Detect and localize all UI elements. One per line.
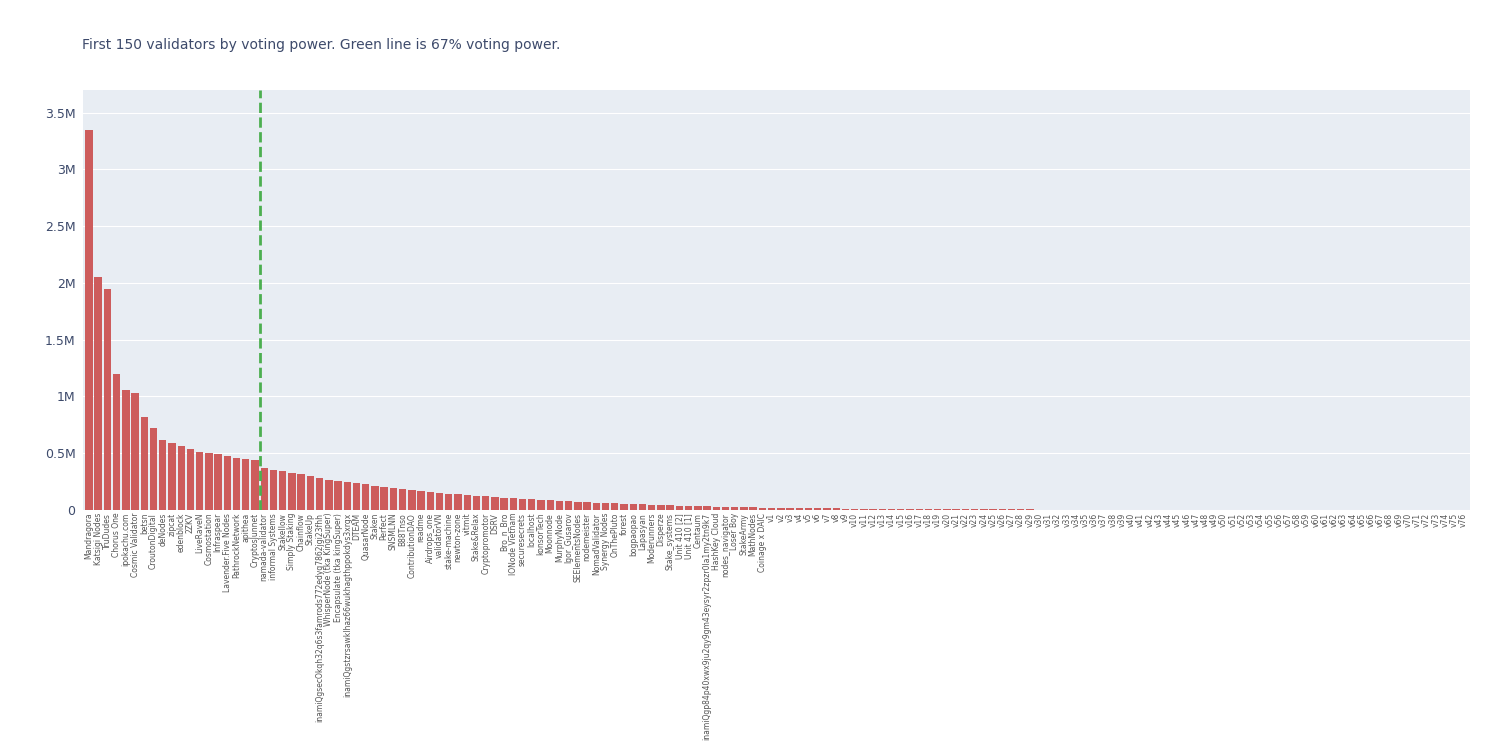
Bar [888, 509, 896, 510]
Bar [666, 506, 674, 510]
Bar [252, 460, 258, 510]
Bar [786, 508, 794, 510]
Bar [224, 456, 231, 510]
Bar [288, 473, 296, 510]
Bar [519, 499, 526, 510]
Bar [326, 480, 333, 510]
Bar [704, 506, 711, 510]
Bar [150, 428, 158, 510]
Bar [850, 509, 858, 510]
Bar [602, 503, 609, 510]
Bar [621, 504, 627, 510]
Bar [399, 489, 406, 510]
Bar [306, 476, 314, 510]
Bar [242, 459, 249, 510]
Bar [934, 509, 942, 510]
Bar [915, 509, 922, 510]
Bar [768, 508, 776, 510]
Bar [795, 508, 802, 510]
Bar [94, 278, 102, 510]
Bar [952, 509, 960, 510]
Bar [584, 503, 591, 510]
Bar [750, 507, 758, 510]
Bar [196, 452, 204, 510]
Bar [316, 478, 324, 510]
Text: First 150 validators by voting power. Green line is 67% voting power.: First 150 validators by voting power. Gr… [82, 38, 561, 52]
Bar [472, 496, 480, 510]
Bar [712, 507, 720, 510]
Bar [926, 509, 932, 510]
Bar [206, 453, 213, 510]
Bar [592, 503, 600, 510]
Bar [639, 504, 646, 510]
Bar [610, 503, 618, 510]
Bar [833, 509, 840, 510]
Bar [546, 500, 554, 510]
Bar [297, 474, 304, 510]
Bar [261, 468, 268, 510]
Bar [730, 507, 738, 510]
Bar [344, 482, 351, 510]
Bar [859, 509, 867, 510]
Bar [897, 509, 904, 510]
Bar [777, 508, 784, 510]
Bar [214, 454, 222, 510]
Bar [759, 508, 766, 510]
Bar [279, 472, 286, 510]
Bar [842, 509, 849, 510]
Bar [417, 491, 424, 510]
Bar [168, 443, 176, 510]
Bar [824, 509, 831, 510]
Bar [906, 509, 914, 510]
Bar [490, 497, 498, 510]
Bar [722, 507, 729, 510]
Bar [426, 492, 433, 510]
Bar [408, 490, 416, 510]
Bar [537, 500, 544, 510]
Bar [815, 509, 822, 510]
Bar [270, 470, 278, 510]
Bar [446, 494, 453, 510]
Bar [334, 481, 342, 510]
Bar [436, 493, 442, 510]
Bar [372, 485, 378, 510]
Bar [528, 500, 536, 510]
Bar [566, 501, 573, 510]
Bar [464, 495, 471, 510]
Bar [232, 458, 240, 510]
Bar [352, 483, 360, 510]
Bar [510, 498, 518, 510]
Bar [694, 506, 702, 510]
Bar [186, 448, 194, 510]
Bar [686, 506, 693, 510]
Bar [648, 505, 656, 510]
Bar [482, 496, 489, 510]
Bar [501, 498, 509, 510]
Bar [741, 507, 747, 510]
Bar [870, 509, 877, 510]
Bar [112, 374, 120, 510]
Bar [390, 488, 398, 510]
Bar [381, 487, 388, 510]
Bar [159, 440, 166, 510]
Bar [806, 509, 812, 510]
Bar [86, 130, 93, 510]
Bar [944, 509, 951, 510]
Bar [675, 506, 682, 510]
Bar [122, 390, 129, 510]
Bar [879, 509, 886, 510]
Bar [630, 504, 638, 510]
Bar [104, 289, 111, 510]
Bar [141, 417, 148, 510]
Bar [362, 484, 369, 510]
Bar [454, 494, 462, 510]
Bar [574, 502, 582, 510]
Bar [132, 393, 140, 510]
Bar [556, 501, 562, 510]
Bar [657, 505, 664, 510]
Bar [177, 446, 184, 510]
